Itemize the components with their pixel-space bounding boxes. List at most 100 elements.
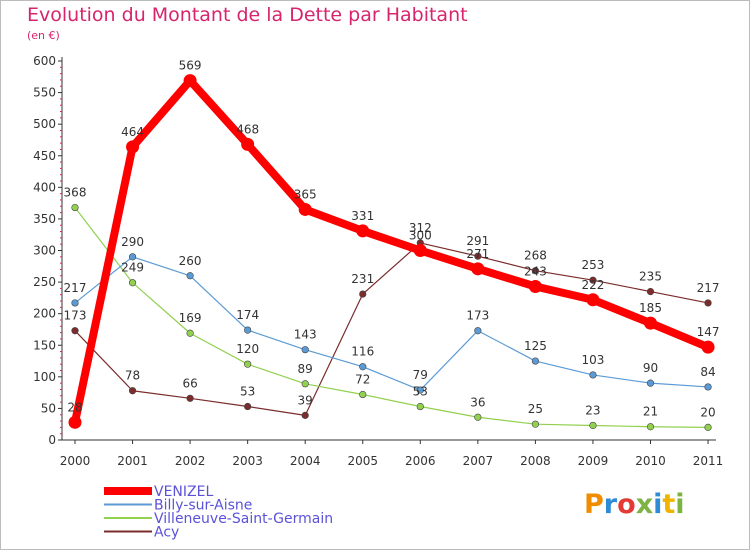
data-label-acy: 312 bbox=[409, 221, 432, 235]
data-label-acy: 291 bbox=[466, 234, 489, 248]
data-point-venizel bbox=[644, 316, 657, 330]
data-point-venizel bbox=[298, 202, 312, 216]
data-label-billy-sur-aisne: 217 bbox=[64, 281, 87, 295]
data-label-billy-sur-aisne: 174 bbox=[236, 308, 259, 322]
y-tick-label: 350 bbox=[33, 212, 56, 226]
data-label-venizel: 464 bbox=[121, 125, 144, 139]
data-point-acy bbox=[474, 252, 482, 260]
data-label-acy: 268 bbox=[524, 249, 547, 263]
logo-letter: P bbox=[584, 489, 604, 520]
data-point-venizel bbox=[126, 140, 140, 154]
logo-letter: r bbox=[603, 489, 618, 520]
data-point-billy-sur-aisne bbox=[589, 371, 597, 379]
data-label-billy-sur-aisne: 90 bbox=[643, 361, 658, 375]
series-villeneuve-saint-germain bbox=[71, 203, 712, 431]
data-label-billy-sur-aisne: 79 bbox=[413, 368, 428, 382]
x-tick-label: 2002 bbox=[175, 454, 206, 468]
y-tick-label: 100 bbox=[33, 370, 56, 384]
series-venizel bbox=[68, 74, 715, 429]
data-point-villeneuve-saint-germain bbox=[128, 279, 137, 287]
x-tick-label: 2010 bbox=[635, 454, 666, 468]
data-point-acy bbox=[531, 267, 540, 275]
data-label-billy-sur-aisne: 143 bbox=[294, 328, 317, 342]
data-label-villeneuve-saint-germain: 23 bbox=[585, 403, 600, 417]
data-point-venizel bbox=[586, 293, 600, 307]
data-label-venizel: 365 bbox=[294, 187, 317, 201]
data-point-billy-sur-aisne bbox=[646, 379, 655, 387]
data-point-villeneuve-saint-germain bbox=[186, 329, 194, 337]
x-tick-label: 2003 bbox=[232, 454, 263, 468]
data-point-villeneuve-saint-germain bbox=[589, 421, 597, 430]
logo-letter: i bbox=[675, 489, 685, 520]
y-tick-label: 500 bbox=[33, 117, 56, 131]
data-label-billy-sur-aisne: 116 bbox=[351, 345, 374, 359]
data-point-billy-sur-aisne bbox=[301, 346, 309, 354]
data-point-acy bbox=[301, 411, 309, 419]
data-point-billy-sur-aisne bbox=[531, 357, 540, 365]
y-tick-label: 300 bbox=[33, 244, 56, 258]
chart-unit: (en €) bbox=[27, 29, 60, 42]
data-label-venizel: 569 bbox=[179, 59, 202, 73]
data-label-acy: 235 bbox=[639, 270, 662, 284]
data-point-acy bbox=[186, 394, 194, 402]
y-tick-label: 250 bbox=[33, 275, 56, 289]
data-label-villeneuve-saint-germain: 120 bbox=[236, 342, 259, 356]
x-tick-label: 2008 bbox=[520, 454, 551, 468]
data-label-billy-sur-aisne: 84 bbox=[700, 365, 715, 379]
data-point-billy-sur-aisne bbox=[416, 386, 424, 394]
x-tick-label: 2005 bbox=[347, 454, 378, 468]
data-label-venizel: 300 bbox=[409, 229, 432, 243]
data-label-villeneuve-saint-germain: 169 bbox=[179, 311, 202, 325]
data-point-villeneuve-saint-germain bbox=[531, 420, 540, 428]
data-point-venizel bbox=[471, 262, 485, 276]
data-point-billy-sur-aisne bbox=[128, 253, 137, 261]
logo-letter: o bbox=[617, 489, 636, 520]
y-tick-label: 50 bbox=[41, 401, 56, 415]
data-label-acy: 39 bbox=[298, 393, 313, 407]
chart-series bbox=[68, 74, 715, 431]
y-tick-label: 600 bbox=[33, 54, 56, 68]
data-label-billy-sur-aisne: 125 bbox=[524, 339, 547, 353]
logo-letter: x bbox=[635, 489, 654, 520]
series-line-villeneuve-saint-germain bbox=[74, 206, 709, 428]
data-point-acy bbox=[589, 276, 597, 284]
data-point-venizel bbox=[68, 415, 82, 429]
data-point-villeneuve-saint-germain bbox=[301, 380, 309, 388]
data-point-acy bbox=[704, 299, 712, 307]
data-point-villeneuve-saint-germain bbox=[474, 413, 482, 421]
data-point-acy bbox=[646, 287, 655, 296]
series-line-acy bbox=[74, 242, 709, 416]
logo-letter: i bbox=[653, 489, 663, 520]
data-label-acy: 78 bbox=[125, 369, 140, 383]
data-label-venizel: 331 bbox=[351, 209, 374, 223]
x-tick-label: 2001 bbox=[117, 454, 148, 468]
data-point-villeneuve-saint-germain bbox=[359, 390, 367, 399]
data-point-venizel bbox=[528, 280, 542, 294]
data-label-billy-sur-aisne: 290 bbox=[121, 235, 144, 249]
series-line-venizel bbox=[71, 76, 713, 427]
data-point-villeneuve-saint-germain bbox=[71, 203, 79, 212]
series-line-billy-sur-aisne bbox=[74, 256, 709, 391]
chart-axes: 0 50 100 150 200 250 300 350 400 450 500 550 600 2000… bbox=[33, 54, 723, 468]
data-point-billy-sur-aisne bbox=[704, 383, 712, 391]
data-point-acy bbox=[359, 290, 367, 298]
data-label-villeneuve-saint-germain: 249 bbox=[121, 261, 144, 275]
data-label-villeneuve-saint-germain: 21 bbox=[643, 405, 658, 419]
proxiti-logo: Proxiti bbox=[584, 489, 685, 520]
series-acy bbox=[71, 239, 712, 419]
x-tick-label: 2000 bbox=[60, 454, 91, 468]
legend-label-billy-sur-aisne: Billy-sur-Aisne bbox=[154, 498, 252, 514]
data-point-villeneuve-saint-germain bbox=[416, 402, 424, 411]
legend-label-venizel: VENIZEL bbox=[154, 484, 213, 500]
data-label-villeneuve-saint-germain: 89 bbox=[298, 362, 313, 376]
data-label-villeneuve-saint-germain: 25 bbox=[528, 402, 543, 416]
data-label-acy: 217 bbox=[697, 281, 720, 295]
logo-letter: t bbox=[662, 489, 676, 520]
data-point-villeneuve-saint-germain bbox=[244, 360, 252, 368]
data-label-venizel: 147 bbox=[697, 325, 720, 339]
data-label-venizel: 28 bbox=[67, 400, 82, 414]
x-tick-label: 2004 bbox=[290, 454, 321, 468]
data-point-billy-sur-aisne bbox=[186, 272, 194, 280]
data-point-billy-sur-aisne bbox=[71, 299, 79, 307]
